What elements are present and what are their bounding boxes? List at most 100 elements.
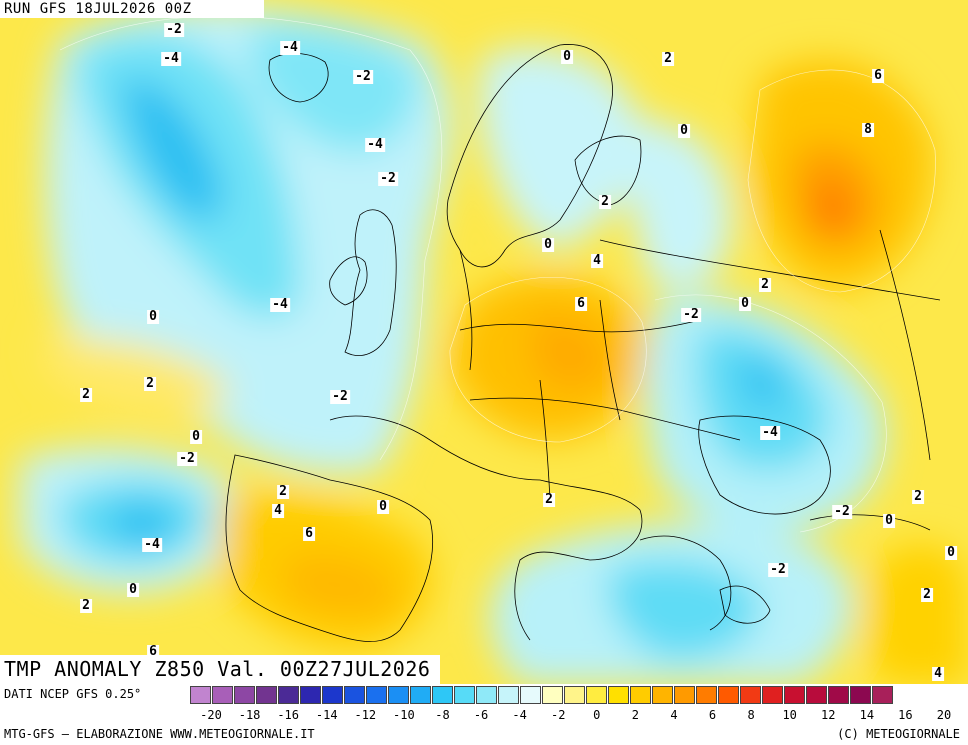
contour-label: -2 — [353, 69, 373, 84]
contour-label: -2 — [768, 562, 788, 577]
color-swatch — [366, 686, 387, 704]
footer: DATI NCEP GFS 0.25° -20 -18 -16 -14 -12 -10 -8… — [0, 684, 968, 745]
color-swatch — [850, 686, 871, 704]
color-scale-tick: 2 — [631, 708, 639, 722]
coastlines — [225, 44, 941, 642]
contour-label: -4 — [365, 137, 385, 152]
color-swatch — [718, 686, 739, 704]
contour-label: -2 — [164, 22, 184, 37]
color-swatch — [520, 686, 541, 704]
contour-label: -2 — [681, 307, 701, 322]
contour-label: 0 — [190, 429, 202, 444]
contour-label: 2 — [543, 492, 555, 507]
color-scale-tick: 0 — [593, 708, 601, 722]
contour-label: -4 — [142, 537, 162, 552]
color-swatch — [564, 686, 585, 704]
color-scale-tick: 8 — [747, 708, 755, 722]
color-swatch — [652, 686, 673, 704]
contour-label: -2 — [330, 389, 350, 404]
color-swatch — [476, 686, 497, 704]
color-swatch — [190, 686, 211, 704]
color-scale-tick: 20 — [936, 708, 952, 722]
color-swatch — [806, 686, 827, 704]
contour-label: 0 — [883, 513, 895, 528]
color-swatch — [740, 686, 761, 704]
contour-label: 2 — [80, 387, 92, 402]
contour-label: 6 — [575, 296, 587, 311]
contour-label: 0 — [678, 123, 690, 138]
color-swatch — [828, 686, 849, 704]
color-scale-tick: 6 — [708, 708, 717, 722]
contour-label: -2 — [832, 504, 852, 519]
color-scale-tick: -14 — [315, 708, 338, 722]
color-scale-tick: 12 — [821, 708, 836, 722]
color-scale-tick: -6 — [473, 708, 489, 722]
credit-left: MTG-GFS — ELABORAZIONE WWW.METEOGIORNALE… — [4, 727, 315, 741]
run-label: RUN GFS 18JUL2026 00Z — [0, 0, 264, 18]
contour-label: 4 — [932, 666, 944, 681]
color-swatch — [696, 686, 717, 704]
color-swatch — [278, 686, 299, 704]
contour-label: 8 — [862, 122, 874, 137]
contour-label: 0 — [561, 49, 573, 64]
color-scale-tick: 14 — [859, 708, 875, 722]
contour-label: 6 — [147, 644, 159, 659]
color-swatch — [256, 686, 277, 704]
contour-label: 2 — [144, 376, 156, 391]
contour-label: 0 — [739, 296, 751, 311]
contour-label: 0 — [147, 309, 159, 324]
anomaly-map — [0, 0, 968, 684]
data-source-label: DATI NCEP GFS 0.25° — [4, 687, 142, 701]
color-swatch — [388, 686, 409, 704]
color-scale-tick: 4 — [670, 708, 678, 722]
color-swatch — [498, 686, 519, 704]
contour-label: 0 — [945, 545, 957, 560]
contour-label: 0 — [377, 499, 389, 514]
color-swatch — [608, 686, 629, 704]
contour-label: 6 — [872, 68, 884, 83]
credit-right: (C) METEOGIORNALE — [837, 727, 960, 741]
contour-label: 2 — [759, 277, 771, 292]
contour-label: -4 — [161, 51, 181, 66]
contour-label: 2 — [921, 587, 933, 602]
contour-label: -2 — [177, 451, 197, 466]
color-swatch — [212, 686, 233, 704]
contour-label: -2 — [378, 171, 398, 186]
color-swatch — [872, 686, 893, 704]
color-swatch — [344, 686, 365, 704]
color-swatch — [784, 686, 805, 704]
contour-label: 2 — [277, 484, 289, 499]
color-swatch — [542, 686, 563, 704]
contour-label: 2 — [912, 489, 924, 504]
contour-label: 2 — [662, 51, 674, 66]
color-scale-tick: -12 — [354, 708, 377, 722]
contour-label: 6 — [303, 526, 315, 541]
map-title: TMP ANOMALY Z850 Val. 00Z27JUL2026 — [0, 655, 440, 684]
color-scale-tick: -8 — [435, 708, 450, 722]
color-swatch — [432, 686, 453, 704]
color-swatch — [586, 686, 607, 704]
contour-label: -4 — [760, 425, 780, 440]
color-swatch — [630, 686, 651, 704]
color-swatch — [300, 686, 321, 704]
contour-label: 2 — [80, 598, 92, 613]
color-scale-tick: -20 — [200, 708, 222, 722]
contour-label: 2 — [599, 194, 611, 209]
color-swatch — [762, 686, 783, 704]
contour-label: 0 — [127, 582, 139, 597]
color-scale-tick: 10 — [782, 708, 797, 722]
color-scale-tick: 16 — [898, 708, 913, 722]
color-scale — [190, 686, 894, 704]
color-swatch — [410, 686, 431, 704]
color-scale-tick: -10 — [393, 708, 415, 722]
color-swatch — [454, 686, 475, 704]
color-swatch — [234, 686, 255, 704]
map-area: -2 -4 -4 -2 -4 -2 0 2 6 8 0 2 0 4 6 2 -2… — [0, 0, 968, 684]
color-swatch — [674, 686, 695, 704]
color-scale-tick: -4 — [512, 708, 527, 722]
contour-label: 4 — [272, 503, 284, 518]
contour-label: -4 — [280, 40, 300, 55]
contour-label: 0 — [542, 237, 554, 252]
contour-label: 4 — [591, 253, 603, 268]
color-scale-tick: -16 — [277, 708, 299, 722]
